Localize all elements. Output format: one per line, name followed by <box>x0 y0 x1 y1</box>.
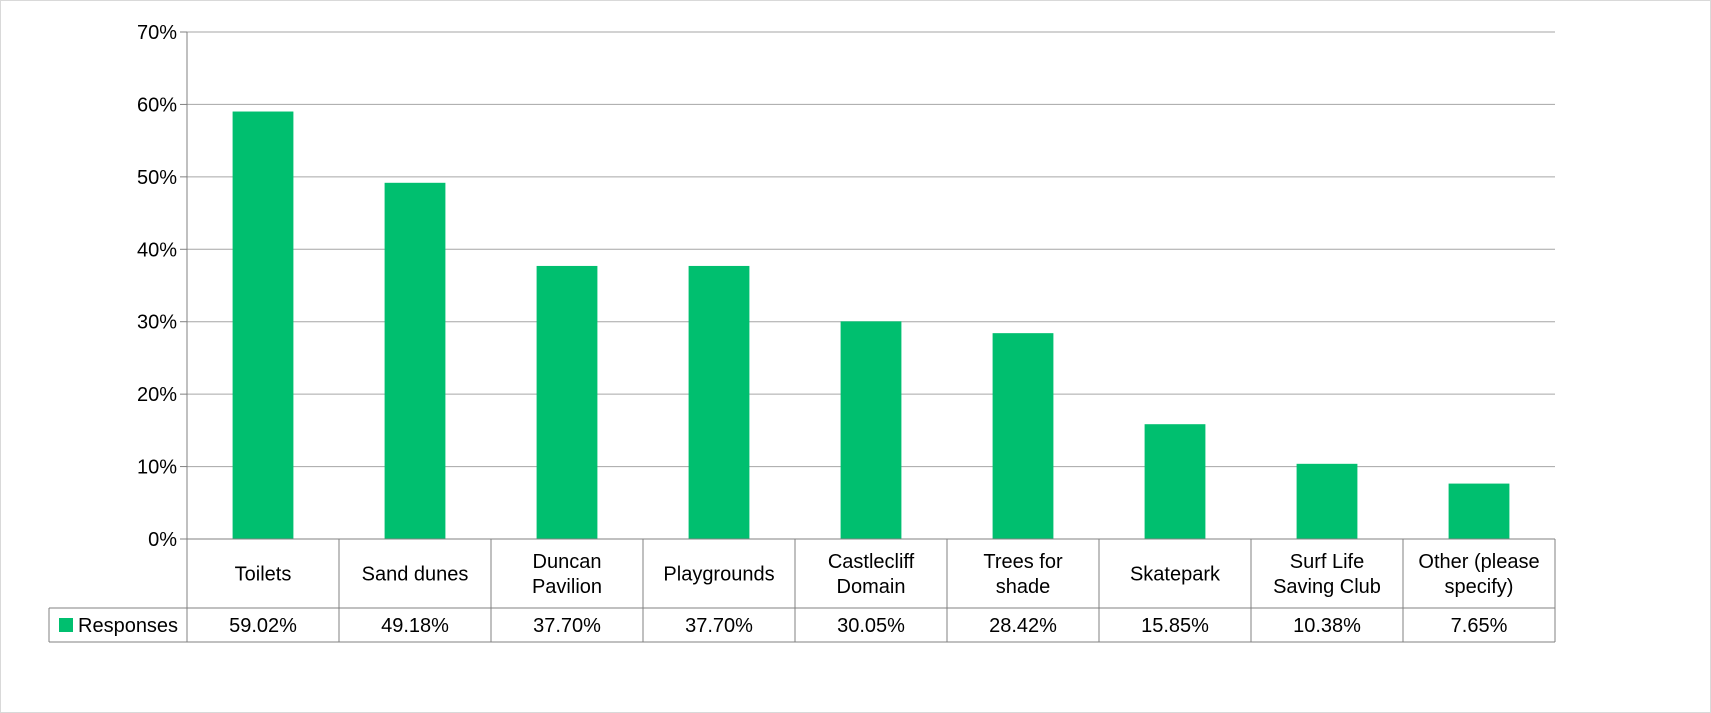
data-table-value: 15.85% <box>1141 615 1209 637</box>
bar <box>536 265 598 539</box>
data-table-value: 37.70% <box>533 615 601 637</box>
bar <box>1144 424 1206 539</box>
category-label: Duncan Pavilion <box>532 551 602 598</box>
y-tick-label: 0% <box>148 529 177 551</box>
bar <box>840 321 902 539</box>
category-label: Toilets <box>235 564 292 586</box>
category-label: Castlecliff Domain <box>828 551 915 598</box>
y-tick-label: 10% <box>137 457 177 479</box>
category-label: Trees for shade <box>983 551 1063 598</box>
bar <box>1296 463 1358 539</box>
category-label: Other (please specify) <box>1418 551 1539 598</box>
legend-key <box>59 618 73 632</box>
data-table-value: 37.70% <box>685 615 753 637</box>
category-label: Playgrounds <box>663 564 774 586</box>
category-label: Skatepark <box>1130 564 1221 586</box>
y-tick-label: 70% <box>137 22 177 44</box>
bar <box>384 182 446 540</box>
data-table-value: 59.02% <box>229 615 297 637</box>
y-tick-label: 20% <box>137 384 177 406</box>
data-table-value: 7.65% <box>1451 615 1508 637</box>
data-table-value: 28.42% <box>989 615 1057 637</box>
bar <box>992 333 1054 539</box>
category-label: Sand dunes <box>362 564 469 586</box>
y-tick-label: 30% <box>137 312 177 334</box>
category-label: Surf Life Saving Club <box>1273 551 1381 598</box>
bar <box>688 265 750 539</box>
data-table-value: 30.05% <box>837 615 905 637</box>
y-tick-label: 60% <box>137 94 177 116</box>
y-tick-label: 50% <box>137 167 177 189</box>
y-tick-label: 40% <box>137 239 177 261</box>
legend-label: Responses <box>78 615 178 637</box>
data-table-value: 49.18% <box>381 615 449 637</box>
data-table-value: 10.38% <box>1293 615 1361 637</box>
bar <box>1448 483 1510 539</box>
bar <box>232 111 294 539</box>
